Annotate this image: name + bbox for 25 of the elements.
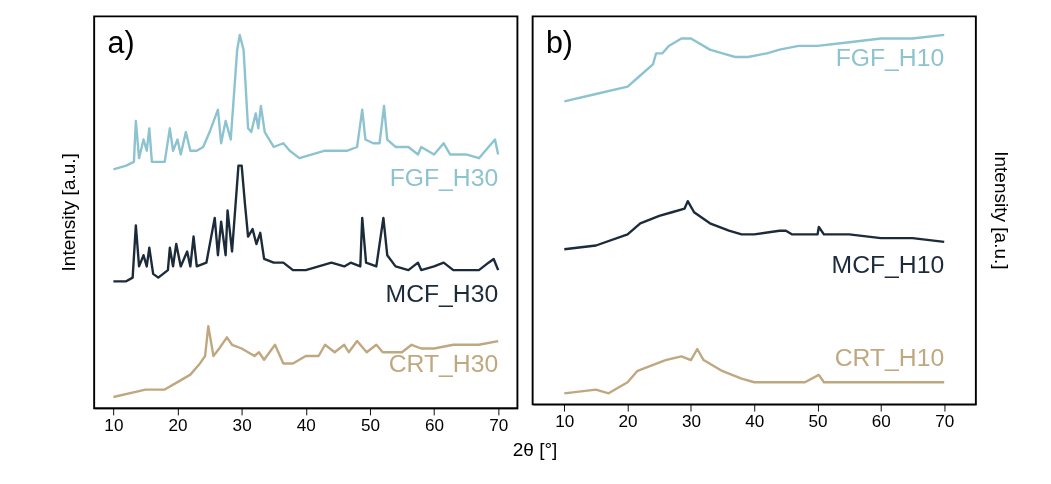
x-axis-title: 2θ [°] bbox=[512, 438, 558, 460]
x-tick-label: 10 bbox=[555, 411, 575, 431]
y2-axis-title: Intensity [a.u.] bbox=[990, 151, 1012, 270]
series-label: FGF_H30 bbox=[389, 163, 499, 191]
series-label: CRT_H10 bbox=[834, 344, 945, 372]
x-tick-label: 40 bbox=[296, 415, 316, 435]
x-tick-label: 10 bbox=[104, 415, 124, 435]
series-label: CRT_H30 bbox=[388, 350, 499, 378]
x-tick-label: 40 bbox=[745, 411, 765, 431]
chart-title: b) bbox=[545, 25, 574, 61]
y-axis-title: Intensity [a.u.] bbox=[58, 153, 80, 272]
series-label: MCF_H30 bbox=[385, 279, 499, 307]
x-tick-label: 30 bbox=[232, 415, 252, 435]
x-tick-label: 30 bbox=[681, 411, 701, 431]
x-tick-label: 60 bbox=[425, 415, 445, 435]
x-tick-label: 20 bbox=[168, 415, 188, 435]
x-tick-label: 70 bbox=[489, 415, 509, 435]
chart-title: a) bbox=[107, 25, 135, 61]
x-tick-label: 50 bbox=[808, 411, 828, 431]
x-tick-label: 20 bbox=[618, 411, 638, 431]
x-tick-label: 60 bbox=[871, 411, 891, 431]
series-label: FGF_H10 bbox=[835, 44, 945, 72]
series-label: MCF_H10 bbox=[831, 251, 945, 279]
x-tick-label: 50 bbox=[360, 415, 380, 435]
x-tick-label: 70 bbox=[935, 411, 955, 431]
